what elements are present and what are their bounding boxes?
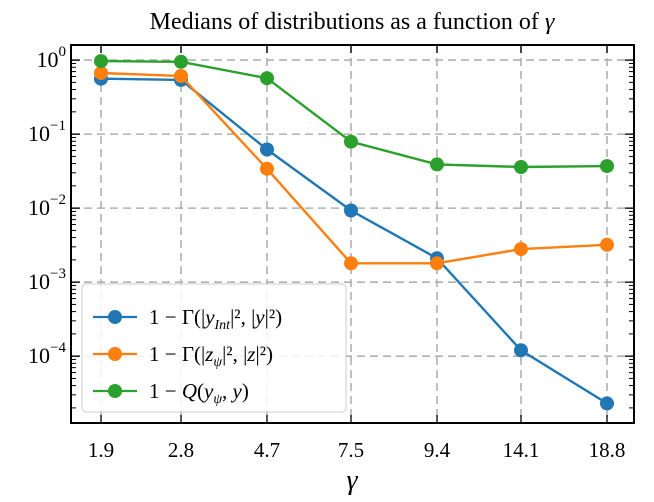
tick-layer xyxy=(71,45,634,423)
legend-label-series-1: 1 − Γ(|yInt|², |y|²) xyxy=(149,305,282,333)
legend-label-series-3: 1 − Q(yψ, y) xyxy=(149,379,249,407)
series-1-point xyxy=(514,343,528,358)
series-layer xyxy=(94,54,614,411)
series-2-point xyxy=(514,242,528,257)
x-tick-label: 4.7 xyxy=(254,438,280,462)
chart-title-symbol: γ xyxy=(545,9,555,35)
legend-label-series-2: 1 − Γ(|zψ|², |z|²) xyxy=(149,342,273,370)
x-tick-label: 18.8 xyxy=(589,438,626,462)
series-2-point xyxy=(94,66,108,80)
series-3-point xyxy=(344,134,358,149)
series-2-point xyxy=(174,69,188,83)
legend-marker-series-3 xyxy=(108,384,122,398)
series-2-point xyxy=(600,237,614,252)
chart-title-text: Medians of distributions as a function o… xyxy=(150,9,545,35)
series-3-point xyxy=(600,159,614,174)
y-tick-label: 10−1 xyxy=(28,118,66,146)
legend-marker-series-2 xyxy=(108,347,122,361)
x-tick-labels: 1.9 2.8 4.7 7.5 9.4 14.1 18.8 xyxy=(88,438,626,462)
y-tick-label: 10−2 xyxy=(28,192,66,220)
y-tick-label: 10−3 xyxy=(28,266,66,294)
series-1-point xyxy=(260,142,274,157)
legend-box xyxy=(81,283,347,413)
series-3-point xyxy=(260,71,274,86)
series-3-point xyxy=(514,160,528,174)
series-3-point xyxy=(174,54,188,69)
plot-frame xyxy=(70,44,635,424)
x-tick-label: 14.1 xyxy=(503,438,540,462)
x-tick-label: 1.9 xyxy=(88,438,114,462)
y-tick-labels: 100 10−1 10−2 10−3 10−4 xyxy=(28,44,66,368)
x-tick-label: 2.8 xyxy=(168,438,194,462)
x-axis-label: γ xyxy=(346,465,358,496)
legend: 1 − Γ(|yInt|², |y|²) 1 − Γ(|zψ|², |z|²) … xyxy=(81,283,347,413)
series-2-point xyxy=(260,161,274,176)
legend-marker-series-1 xyxy=(108,310,122,324)
x-tick-label: 9.4 xyxy=(424,438,451,462)
y-tick-label: 10−4 xyxy=(28,340,66,368)
series-2-point xyxy=(430,256,444,271)
series-1-point xyxy=(600,396,614,411)
series-2-point xyxy=(344,256,358,271)
chart-title: Medians of distributions as a function o… xyxy=(150,9,555,35)
series-line-2 xyxy=(100,71,608,265)
y-tick-label: 100 xyxy=(37,44,67,72)
series-3-point xyxy=(94,54,108,69)
series-1-point xyxy=(344,203,358,218)
series-3-point xyxy=(430,157,444,172)
x-tick-label: 7.5 xyxy=(338,438,364,462)
